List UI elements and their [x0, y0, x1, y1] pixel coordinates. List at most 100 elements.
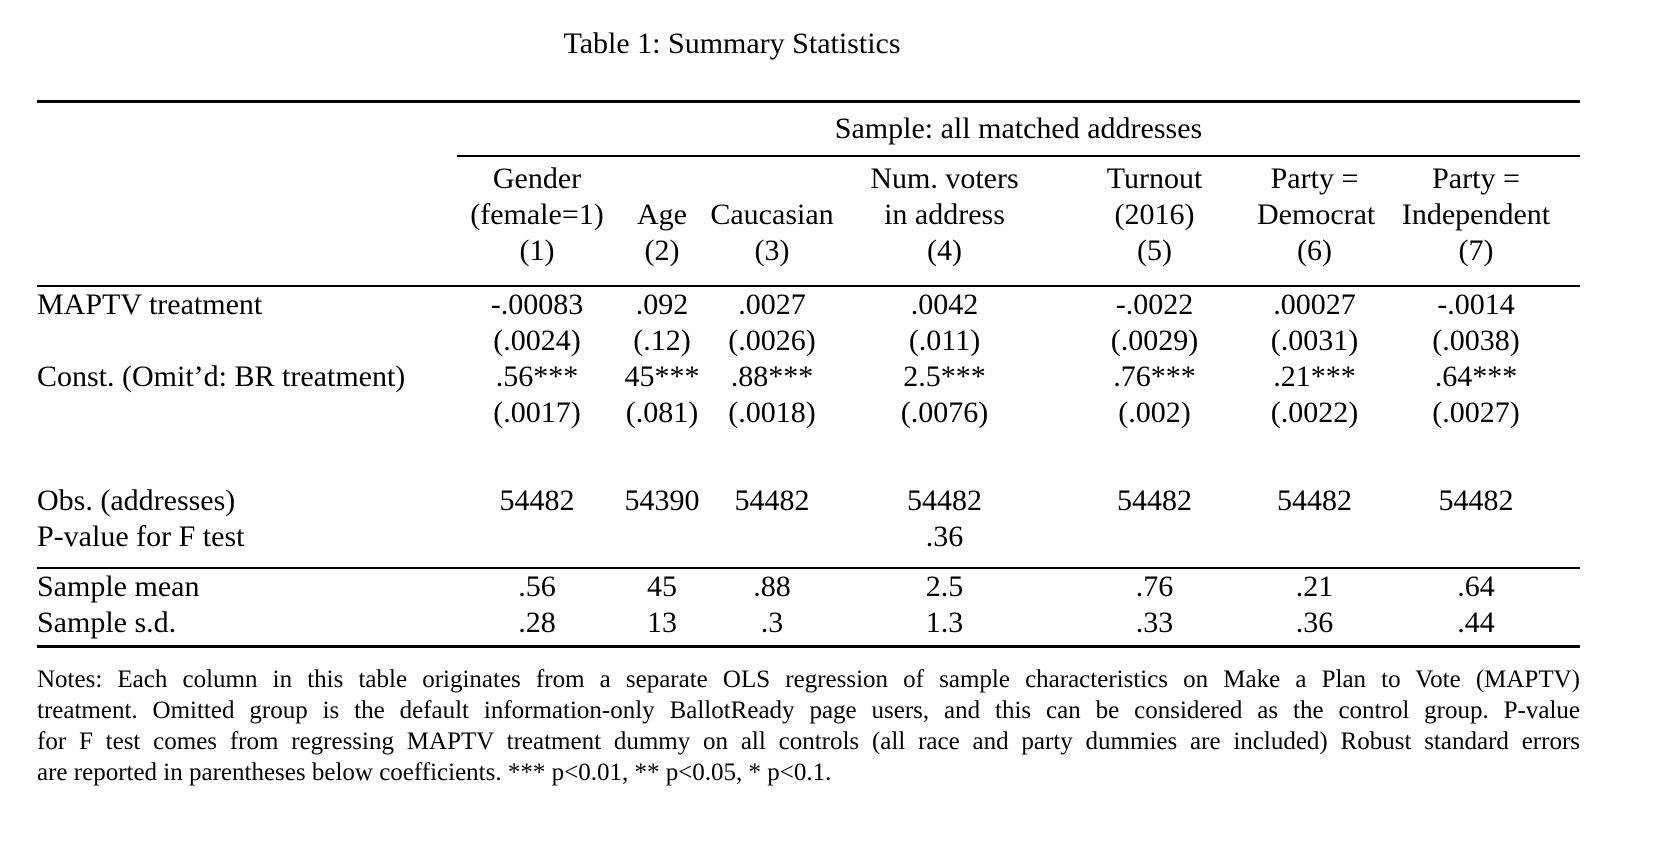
row-label: Sample mean: [37, 567, 457, 605]
column-header-line: in address: [884, 198, 1005, 231]
cell-value: (.0027): [1432, 396, 1520, 429]
cell-value: [1052, 431, 1257, 483]
table-row: Const. (Omit’d: BR treatment) .56*** 45***…: [37, 359, 1580, 395]
cell-value: .36: [1295, 606, 1334, 639]
table-row: Sample s.d. .28 13 .3 1.3 .33 .36 .44: [37, 605, 1580, 647]
cell-value: -.00083: [490, 288, 584, 321]
cell-value: 54482: [1438, 484, 1514, 517]
notes-line: Notes: Each column in this table origina…: [37, 666, 1580, 693]
notes-line: are reported in parentheses below coeffi…: [37, 759, 832, 786]
notes-line: for F test comes from regressing MAPTV t…: [37, 728, 1580, 755]
cell-value: 54482: [734, 484, 810, 517]
cell-value: 54482: [907, 484, 982, 517]
table-row: Sample mean .56 45.88 2.5.76.21.64: [37, 567, 1580, 605]
row-label: Sample s.d.: [37, 606, 177, 639]
table-row: P-value for F test .36: [37, 519, 1580, 568]
cell-value: .00027: [1273, 288, 1356, 321]
cell-value: 54482: [499, 484, 575, 517]
cell-value: -.0014: [1437, 288, 1515, 321]
row-label: [37, 323, 457, 359]
column-header-line: (female=1): [470, 198, 604, 231]
cell-value: [457, 519, 617, 568]
cell-value: (.002): [1118, 396, 1191, 429]
cell-value: 45: [617, 567, 707, 605]
cell-value: [457, 431, 617, 483]
cell-value: .21***: [1273, 360, 1356, 393]
row-label: Obs. (addresses): [37, 484, 236, 517]
cell-value: (.0076): [900, 396, 989, 429]
cell-value: .44: [1457, 606, 1495, 639]
cell-value: -.0022: [1115, 288, 1194, 321]
cell-value: 45***: [624, 360, 700, 393]
cell-value: 13: [647, 606, 677, 639]
column-header-6: Party = Democrat (6): [1257, 156, 1375, 287]
table-row: Obs. (addresses) 54482 54390 54482 54482 5448…: [37, 483, 1580, 519]
cell-value: [1257, 431, 1372, 483]
cell-value: (.0026): [728, 324, 816, 357]
notes-line: treatment. Omitted group is the default …: [37, 697, 1580, 724]
column-header-line: Num. voters: [870, 162, 1019, 195]
column-header-1: Gender (female=1) (1): [457, 156, 617, 287]
cell-value: .0042: [910, 288, 979, 321]
row-label: [37, 431, 457, 483]
cell-value: 2.5: [837, 567, 1052, 605]
cell-value: .33: [1135, 606, 1174, 639]
cell-value: .76: [1052, 567, 1257, 605]
column-header-line: (3): [754, 234, 790, 267]
cell-value: (.0038): [1432, 324, 1520, 357]
column-header-3: Caucasian (3): [707, 156, 837, 287]
cell-value: .36: [925, 520, 964, 553]
table-row: (.0017) (.081) (.0018) (.0076) (.002) (.0022)…: [37, 395, 1580, 431]
cell-value: .88: [707, 567, 837, 605]
cell-value: [617, 431, 707, 483]
column-header-line: (7): [1458, 234, 1494, 267]
column-header-line: (2): [644, 234, 680, 267]
cell-value: (.081): [625, 396, 699, 429]
cell-value: [1372, 431, 1580, 483]
column-header-line: Party =: [1432, 162, 1520, 195]
column-header-line: (1): [519, 234, 555, 267]
cell-value: [617, 519, 707, 568]
column-header-line: Party =: [1270, 162, 1359, 195]
table-caption: Table 1: Summary Statistics: [563, 27, 901, 60]
cell-value: 1.3: [925, 606, 964, 639]
cell-value: (.12): [633, 324, 691, 357]
cell-value: 54482: [1117, 484, 1192, 517]
column-group-header: Sample: all matched addresses: [457, 101, 1580, 157]
row-label: [37, 395, 457, 431]
column-header-5: Turnout (2016) (5): [1052, 156, 1257, 287]
row-label-column-header: [37, 156, 457, 287]
row-label: P-value for F test: [37, 520, 245, 553]
cell-value: [707, 519, 837, 568]
cell-value: (.0024): [493, 324, 581, 357]
column-header-line: (2016): [1114, 198, 1195, 231]
row-label: MAPTV treatment: [37, 288, 263, 321]
cell-value: (.0022): [1270, 396, 1359, 429]
column-header-7: Party = Independent (7): [1372, 156, 1580, 287]
cell-value: (.0017): [493, 396, 581, 429]
table-row: MAPTV treatment -.00083 .092 .0027 .0042 -.00…: [37, 286, 1580, 323]
column-header-line: Independent: [1401, 198, 1551, 231]
cell-value: [1257, 519, 1372, 568]
cell-value: [1052, 519, 1257, 568]
cell-value: .3: [760, 606, 784, 639]
cell-value: .28: [518, 606, 556, 639]
column-header-line: Gender: [492, 162, 582, 195]
column-header-line: Caucasian: [710, 198, 834, 231]
cell-value: [837, 431, 1052, 483]
cell-value: [1372, 519, 1580, 568]
cell-value: .64***: [1434, 360, 1518, 393]
column-header-line: Age: [637, 198, 687, 231]
table-row: [37, 431, 1580, 483]
cell-value: 2.5***: [903, 360, 986, 393]
cell-value: (.0029): [1110, 324, 1199, 357]
table-block: Table 1: Summary Statistics Sample: all …: [37, 0, 1580, 788]
summary-statistics-table: Sample: all matched addresses Gender (fem…: [37, 100, 1580, 648]
cell-value: .21: [1257, 567, 1372, 605]
cell-value: (.0031): [1270, 324, 1359, 357]
cell-value: (.0018): [728, 396, 816, 429]
column-header-line: (4): [927, 234, 962, 267]
column-header-line: [617, 161, 707, 197]
column-header-line: Turnout: [1106, 162, 1203, 195]
